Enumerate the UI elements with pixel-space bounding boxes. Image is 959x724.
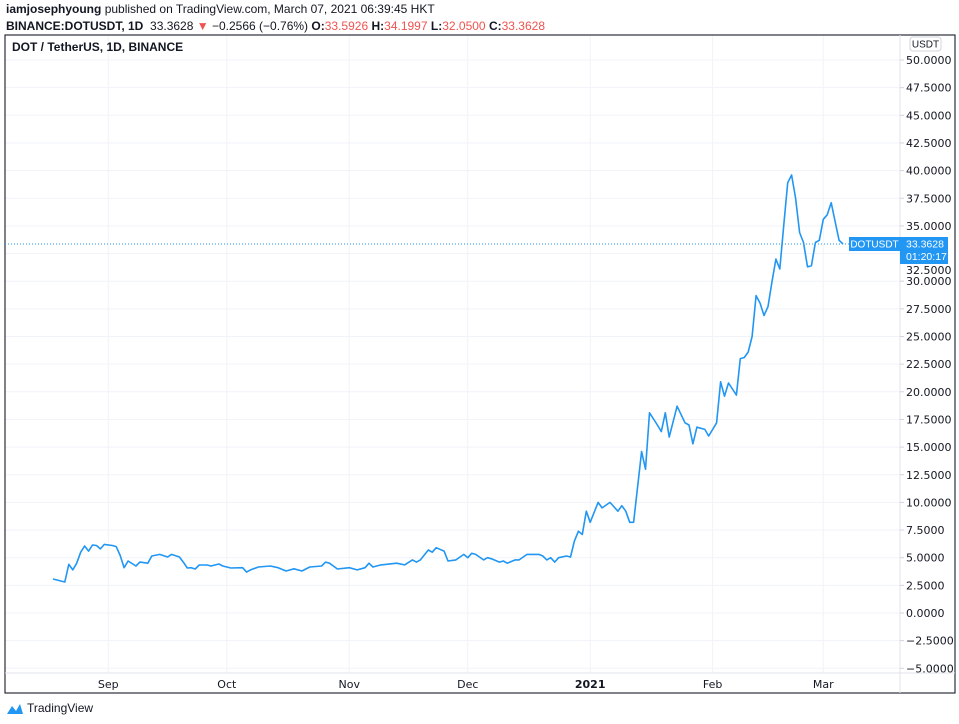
author-name[interactable]: iamjosephyoung [6,2,102,16]
y-tick-label: 20.0000 [906,386,952,399]
price-axis[interactable]: 50.0000 47.5000 45.0000 42.5000 40.0000 37.50… [900,54,954,675]
price-change: −0.2566 (−0.76%) [211,19,309,33]
published-text: published on TradingView.com, March 07, … [104,2,435,16]
price-tag-value: 33.3628 [906,239,944,251]
open-value: 33.5926 [324,19,369,33]
y-tick-label: −5.0000 [906,662,954,675]
x-tick-label: Oct [217,678,237,691]
x-tick-label: Sep [98,678,119,691]
tradingview-logo-icon [7,703,23,714]
chart-frame [4,34,956,694]
y-tick-label: 5.0000 [906,552,945,565]
y-tick-label: 7.5000 [906,524,945,537]
high-value: 34.1997 [384,19,428,33]
y-tick-label: 50.0000 [906,54,952,67]
x-tick-label: Nov [339,678,361,691]
triangle-down-icon: ▼ [196,19,209,33]
open-label: O: [311,19,325,33]
y-tick-label: 17.5000 [906,413,952,426]
x-tick-label: 2021 [575,678,606,691]
time-axis[interactable]: Sep Oct Nov Dec 2021 Feb Mar [98,678,834,691]
legend-title: DOT / TetherUS, 1D, BINANCE [12,40,183,54]
tradingview-logo[interactable]: TradingView [6,701,93,715]
low-value: 32.0500 [442,19,486,33]
publish-info: iamjosephyoung published on TradingView.… [6,2,435,16]
y-tick-label: 12.5000 [906,469,952,482]
y-tick-label: 22.5000 [906,358,952,371]
symbol-tag [849,237,900,252]
symbol-label: BINANCE:DOTUSDT, 1D [6,19,144,33]
y-tick-label: 45.0000 [906,109,952,122]
close-label: C: [488,19,502,33]
y-tick-label: 2.5000 [906,579,945,592]
x-tick-label: Feb [703,678,722,691]
y-tick-label: 40.0000 [906,165,952,178]
close-value: 33.3628 [501,19,546,33]
symbol-tag-label: DOTUSDT [850,240,898,251]
symbol-info: BINANCE:DOTUSDT, 1D 33.3628 ▼ −0.2566 (−… [6,19,545,33]
y-tick-label: 30.0000 [906,275,952,288]
price-tag-box [900,237,948,265]
y-tick-label: 10.0000 [906,496,952,509]
x-tick-label: Mar [813,678,834,691]
y-tick-label: 15.0000 [906,441,952,454]
price-line-series [52,174,844,583]
y-tick-label: 47.5000 [906,82,952,95]
grid [5,35,900,673]
y-tick-label: 37.5000 [906,192,952,205]
y-tick-label: 32.5000 [906,264,952,277]
low-label: L: [430,19,443,33]
y-tick-label: 42.5000 [906,137,952,150]
y-tick-label: 0.0000 [906,607,945,620]
x-tick-label: Dec [457,678,478,691]
y-tick-label: 35.0000 [906,220,952,233]
currency-badge[interactable] [909,36,942,52]
y-tick-label: −2.5000 [906,635,954,648]
brand-name: TradingView [27,701,94,715]
price-tag: DOTUSDT 33.3628 01:20:17 [849,237,948,265]
currency-label: USDT [912,40,939,51]
y-tick-label: 27.5000 [906,303,952,316]
last-price: 33.3628 [150,19,194,33]
y-tick-label: 25.0000 [906,331,952,344]
price-tag-countdown: 01:20:17 [906,251,947,263]
high-label: H: [371,19,385,33]
